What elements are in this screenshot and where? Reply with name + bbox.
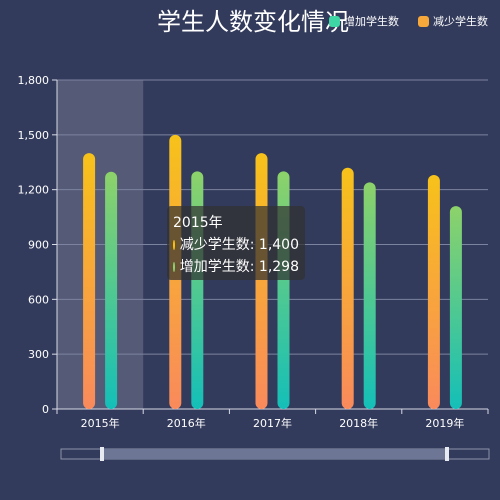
datazoom-selection[interactable]	[102, 449, 447, 459]
tooltip-label-decrease: 减少学生数: 1,400	[179, 237, 299, 253]
tooltip-row-decrease: 减少学生数: 1,400	[173, 234, 299, 256]
x-tick-label: 2019年	[425, 416, 464, 430]
tooltip-row-increase: 增加学生数: 1,298	[173, 256, 299, 278]
datazoom-handle-right[interactable]	[445, 447, 449, 461]
bar-decrease[interactable]	[255, 153, 268, 409]
legend-item-decrease[interactable]: 减少学生数	[418, 13, 488, 29]
tooltip-dot-decrease	[173, 240, 175, 250]
y-tick-label: 1,500	[18, 129, 50, 142]
x-tick-label: 2018年	[339, 416, 378, 430]
bar-increase[interactable]	[449, 206, 462, 409]
legend-swatch-increase	[329, 15, 340, 27]
x-tick-label: 2015年	[81, 416, 120, 430]
x-tick-label: 2016年	[167, 416, 206, 430]
y-tick-label: 900	[28, 239, 49, 252]
tooltip-title: 2015年	[173, 215, 223, 231]
legend-label-increase: 增加学生数	[344, 15, 399, 28]
tooltip: 2015年 减少学生数: 1,400 增加学生数: 1,298	[167, 206, 305, 280]
bar-increase[interactable]	[363, 182, 376, 409]
legend-label-decrease: 减少学生数	[433, 15, 488, 28]
legend-swatch-decrease	[418, 15, 429, 27]
y-tick-label: 300	[28, 348, 49, 361]
y-tick-label: 1,800	[18, 74, 50, 87]
tooltip-label-increase: 增加学生数: 1,298	[179, 259, 299, 275]
datazoom-handle-left[interactable]	[100, 447, 104, 461]
bar-decrease[interactable]	[83, 153, 96, 409]
bar-decrease[interactable]	[341, 167, 354, 409]
tooltip-dot-increase	[173, 262, 175, 272]
x-tick-label: 2017年	[253, 416, 292, 430]
bar-decrease[interactable]	[427, 175, 440, 409]
chart-title: 学生人数变化情况	[157, 8, 349, 36]
bar-increase[interactable]	[105, 171, 118, 409]
y-tick-label: 600	[28, 293, 49, 306]
y-tick-label: 1,200	[18, 184, 50, 197]
y-tick-label: 0	[42, 403, 49, 416]
legend-item-increase[interactable]: 增加学生数	[329, 13, 399, 29]
